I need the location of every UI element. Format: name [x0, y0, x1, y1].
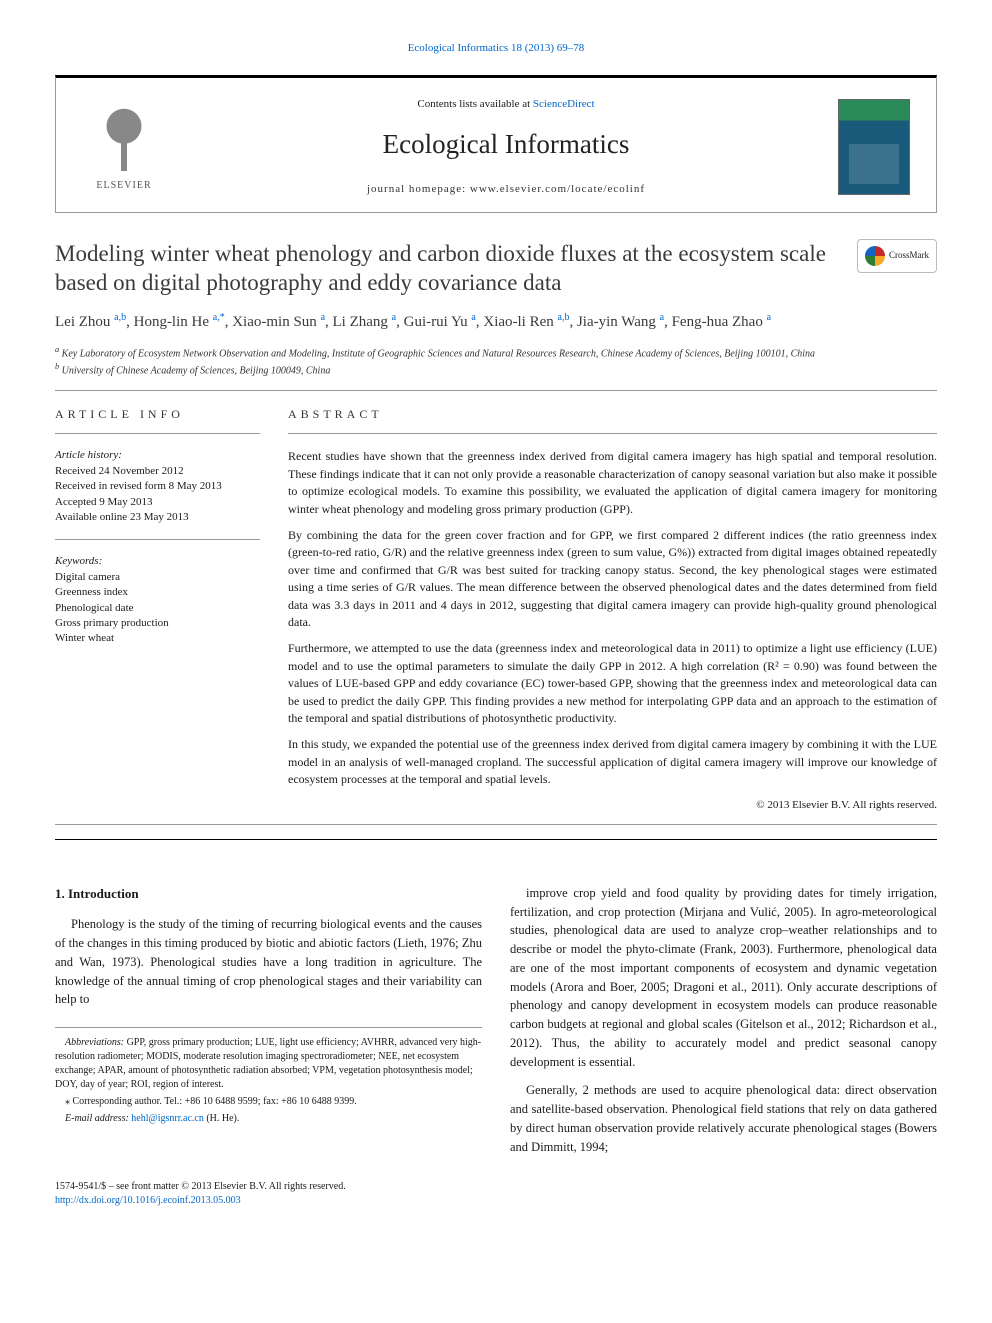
history-accepted: Accepted 9 May 2013 — [55, 495, 260, 510]
header-center: Contents lists available at ScienceDirec… — [192, 96, 820, 198]
keywords-label: Keywords: — [55, 554, 260, 569]
divider — [55, 839, 937, 840]
divider — [55, 433, 260, 434]
email-footnote: E-mail address: hehl@igsnrr.ac.cn (H. He… — [55, 1112, 482, 1126]
elsevier-tree-icon — [94, 100, 154, 175]
abstract-paragraph: By combining the data for the green cove… — [288, 527, 937, 631]
affiliations: a Key Laboratory of Ecosystem Network Ob… — [55, 344, 937, 379]
divider — [55, 539, 260, 540]
journal-reference-link[interactable]: Ecological Informatics 18 (2013) 69–78 — [55, 40, 937, 57]
abstract-paragraph: Recent studies have shown that the green… — [288, 448, 937, 518]
keyword: Phenological date — [55, 601, 260, 616]
keywords-block: Keywords: Digital camera Greenness index… — [55, 554, 260, 646]
crossmark-label: CrossMark — [889, 249, 929, 263]
doi-link[interactable]: http://dx.doi.org/10.1016/j.ecoinf.2013.… — [55, 1194, 937, 1208]
author-affiliation-marker: a — [321, 312, 325, 323]
author-affiliation-marker: a — [767, 312, 771, 323]
email-name: (H. He). — [204, 1113, 240, 1124]
affiliation-b: b University of Chinese Academy of Scien… — [55, 361, 937, 378]
affiliation-b-text: University of Chinese Academy of Science… — [62, 365, 331, 376]
keyword: Winter wheat — [55, 631, 260, 646]
author-affiliation-marker: a — [660, 312, 664, 323]
corresponding-author-footnote: ⁎ Corresponding author. Tel.: +86 10 648… — [55, 1095, 482, 1109]
issn-line: 1574-9541/$ – see front matter © 2013 El… — [55, 1180, 937, 1194]
footnotes: Abbreviations: GPP, gross primary produc… — [55, 1027, 482, 1126]
author-affiliation-marker: a — [471, 312, 475, 323]
crossmark-badge[interactable]: CrossMark — [857, 239, 937, 273]
affiliation-a: a Key Laboratory of Ecosystem Network Ob… — [55, 344, 937, 361]
article-info-heading: ARTICLE INFO — [55, 405, 260, 423]
publisher-name: ELSEVIER — [96, 178, 151, 193]
author-affiliation-marker: a,* — [213, 312, 225, 323]
article-body: 1. Introduction Phenology is the study o… — [55, 884, 937, 1157]
contents-prefix: Contents lists available at — [417, 98, 532, 110]
abbreviations-footnote: Abbreviations: GPP, gross primary produc… — [55, 1036, 482, 1092]
corresponding-email-link[interactable]: hehl@igsnrr.ac.cn — [131, 1113, 204, 1124]
abstract-heading: ABSTRACT — [288, 405, 937, 423]
journal-cover-thumbnail — [838, 99, 910, 195]
email-label: E-mail address: — [65, 1113, 131, 1124]
divider — [55, 824, 937, 825]
article-title: Modeling winter wheat phenology and carb… — [55, 239, 837, 299]
body-paragraph: Generally, 2 methods are used to acquire… — [510, 1081, 937, 1156]
section-heading-introduction: 1. Introduction — [55, 884, 482, 904]
abstract-column: ABSTRACT Recent studies have shown that … — [288, 405, 937, 814]
body-paragraph: Phenology is the study of the timing of … — [55, 915, 482, 1009]
author-affiliation-marker: a,b — [558, 312, 570, 323]
history-label: Article history: — [55, 448, 260, 463]
abstract-paragraph: In this study, we expanded the potential… — [288, 736, 937, 788]
history-received: Received 24 November 2012 — [55, 464, 260, 479]
keyword: Gross primary production — [55, 616, 260, 631]
article-info-column: ARTICLE INFO Article history: Received 2… — [55, 405, 260, 814]
keyword: Greenness index — [55, 585, 260, 600]
history-revised: Received in revised form 8 May 2013 — [55, 479, 260, 494]
author-list: Lei Zhou a,b, Hong-lin He a,*, Xiao-min … — [55, 310, 937, 334]
journal-name: Ecological Informatics — [192, 124, 820, 165]
divider — [288, 433, 937, 434]
author-affiliation-marker: a,b — [114, 312, 126, 323]
crossmark-icon — [865, 246, 885, 266]
journal-header: ELSEVIER Contents lists available at Sci… — [55, 75, 937, 213]
keyword: Digital camera — [55, 570, 260, 585]
article-history: Article history: Received 24 November 20… — [55, 448, 260, 525]
divider — [55, 390, 937, 391]
footer-meta: 1574-9541/$ – see front matter © 2013 El… — [55, 1180, 937, 1208]
abstract-copyright: © 2013 Elsevier B.V. All rights reserved… — [288, 797, 937, 814]
affiliation-a-text: Key Laboratory of Ecosystem Network Obse… — [62, 348, 815, 359]
publisher-logo: ELSEVIER — [74, 92, 174, 202]
abbreviations-label: Abbreviations: — [65, 1037, 124, 1048]
body-paragraph: improve crop yield and food quality by p… — [510, 884, 937, 1072]
sciencedirect-link[interactable]: ScienceDirect — [533, 98, 595, 110]
contents-line: Contents lists available at ScienceDirec… — [192, 96, 820, 113]
journal-homepage: journal homepage: www.elsevier.com/locat… — [192, 181, 820, 198]
journal-reference-text: Ecological Informatics 18 (2013) 69–78 — [408, 42, 585, 54]
abstract-paragraph: Furthermore, we attempted to use the dat… — [288, 640, 937, 727]
history-online: Available online 23 May 2013 — [55, 510, 260, 525]
author-affiliation-marker: a — [392, 312, 396, 323]
